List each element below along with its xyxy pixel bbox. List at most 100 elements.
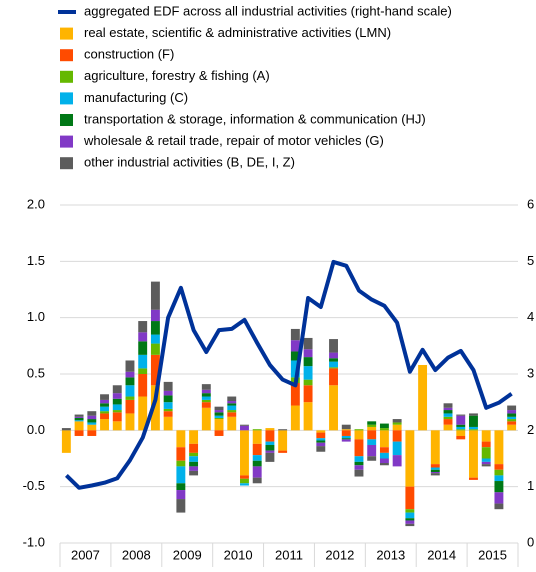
bar-segment — [74, 417, 84, 421]
bar-segment — [341, 435, 351, 439]
bar-segment — [189, 466, 199, 471]
bar-segment — [163, 411, 173, 417]
bar-segment — [456, 430, 466, 436]
bar-segment — [227, 412, 237, 417]
bar-segment — [265, 428, 275, 431]
x-tick-label: 2007 — [71, 547, 100, 562]
x-tick-label: 2013 — [376, 547, 405, 562]
bar-segment — [87, 430, 97, 436]
bar-segment — [201, 399, 211, 403]
y-tick-label: -0.5 — [23, 478, 45, 493]
bar-segment — [367, 426, 377, 431]
bar-segment — [125, 396, 135, 400]
y-tick-label: 2.0 — [27, 196, 45, 211]
bar-segment — [456, 414, 466, 416]
bar-segment — [265, 452, 275, 462]
bar-segment — [189, 470, 199, 476]
bar-segment — [379, 452, 389, 459]
bar-segment — [507, 424, 517, 431]
bar-segment — [252, 429, 262, 431]
bar-segment — [138, 341, 148, 355]
bar-segment — [469, 477, 478, 480]
legend-swatch — [60, 135, 73, 148]
y2-tick-label: 2 — [527, 422, 534, 437]
legend-swatch — [60, 157, 73, 170]
bar-segment — [240, 483, 249, 486]
y2-tick-label: 1 — [527, 478, 534, 493]
bar-segment — [430, 430, 440, 465]
bar-segment — [494, 469, 504, 476]
bar-segment — [227, 396, 237, 402]
bar-segment — [227, 403, 237, 406]
bar-segment — [469, 426, 478, 430]
bar-segment — [392, 430, 402, 442]
x-tick-label: 2012 — [325, 547, 354, 562]
bar-segment — [303, 357, 313, 367]
y-tick-label: 0.5 — [27, 365, 45, 380]
bar-segment — [87, 415, 97, 420]
bar-segment — [74, 421, 84, 431]
bar-segment — [125, 399, 135, 414]
bar-segment — [494, 481, 504, 493]
bar-segment — [456, 429, 466, 431]
bar-segment — [303, 337, 313, 350]
bar-segment — [430, 464, 440, 468]
bar-segment — [138, 321, 148, 333]
bar-segment — [367, 430, 377, 440]
bar-segment — [405, 520, 415, 524]
bar-segment — [405, 518, 415, 521]
bar-segment — [443, 403, 453, 408]
bar-segment — [303, 366, 313, 380]
y2-tick-label: 5 — [527, 253, 534, 268]
bar-segment — [252, 460, 262, 467]
bar-segment — [214, 415, 224, 418]
bar-segment — [189, 461, 199, 467]
bar-segment — [163, 402, 173, 409]
y2-tick-label: 0 — [527, 534, 534, 549]
bar-segment — [125, 371, 135, 378]
x-tick-label: 2014 — [427, 547, 456, 562]
bar-segment — [443, 419, 453, 425]
bar-segment — [112, 412, 122, 422]
bar-segment — [290, 383, 300, 406]
bar-segment — [329, 339, 338, 353]
bar-segment — [481, 441, 491, 448]
bar-segment — [494, 430, 504, 465]
bar-segment — [354, 461, 364, 466]
bar-segment — [227, 410, 237, 413]
bar-segment — [278, 430, 288, 451]
y-tick-label: 0.0 — [27, 422, 45, 437]
bar-segment — [176, 460, 186, 467]
bar-segment — [456, 424, 466, 427]
bar-segment — [150, 334, 160, 344]
bar-segment — [430, 472, 440, 474]
bar-segment — [201, 396, 211, 400]
bar-segment — [354, 439, 364, 457]
bar-segment — [379, 447, 389, 453]
bar-segment — [354, 456, 364, 462]
bar-segment — [354, 430, 364, 440]
bar-segment — [329, 385, 338, 431]
bar-segment — [354, 465, 364, 470]
bar-segment — [405, 523, 415, 527]
bar-segment — [507, 419, 517, 422]
bar-segment — [469, 415, 478, 427]
bar-segment — [74, 430, 84, 436]
bar-segment — [303, 385, 313, 403]
bar-segment — [392, 441, 402, 456]
bar-segment — [303, 402, 313, 431]
legend-swatch — [60, 114, 73, 126]
bar-segment — [494, 503, 504, 510]
bar-segment — [443, 424, 453, 431]
bar-segment — [392, 419, 402, 423]
bar-segment — [507, 416, 517, 420]
bar-segment — [341, 424, 351, 430]
bar-segment — [290, 360, 300, 378]
bar-segment — [214, 406, 224, 411]
legend-label: aggregated EDF across all industrial act… — [84, 3, 452, 18]
bar-segment — [240, 478, 249, 484]
bar-segment — [392, 422, 402, 425]
bar-segment — [74, 416, 84, 418]
bar-segment — [227, 405, 237, 411]
